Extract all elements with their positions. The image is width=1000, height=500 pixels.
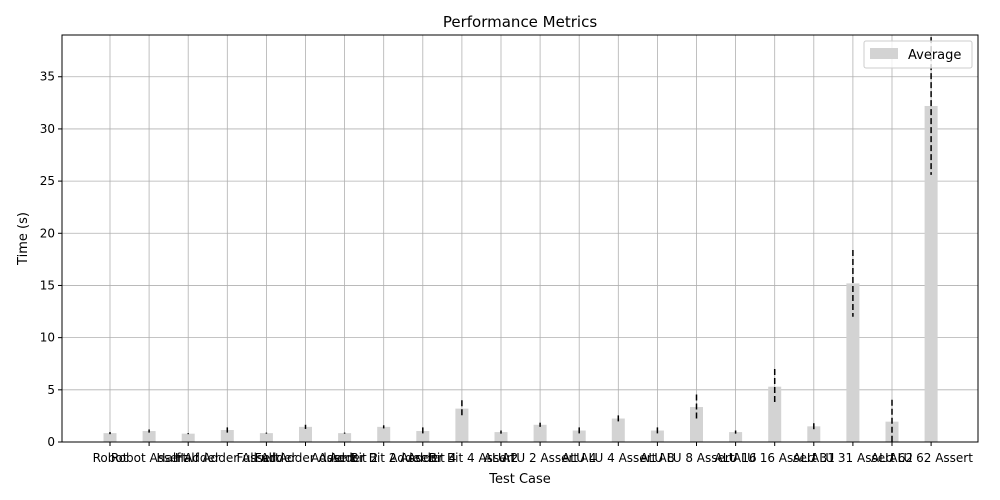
bar (924, 105, 938, 442)
bar (494, 432, 508, 442)
x-tick-label: ALU 62 (871, 451, 913, 465)
bar (650, 430, 664, 442)
bar (416, 431, 430, 442)
y-axis-ticks: 0 5 10 15 20 25 30 35 (40, 70, 62, 449)
x-tick-label: ALU 4 (562, 451, 597, 465)
bar (846, 283, 860, 442)
x-tick-label: ALU 2 (484, 451, 519, 465)
bar (259, 433, 273, 442)
x-tick-label: ALU 2 Assert (502, 451, 578, 465)
x-tick-label: Half Adder Assert (175, 451, 280, 465)
x-tick-label: Half Adder (157, 451, 220, 465)
x-tick-label: ALU 16 Assert (733, 451, 817, 465)
bar (299, 426, 312, 442)
y-tick-label: 15 (40, 278, 55, 292)
bar (690, 407, 703, 442)
x-tick-label: ALU 4 Assert (580, 451, 656, 465)
y-tick-label: 30 (40, 122, 55, 136)
x-tick-label: Full Adder Assert (255, 451, 357, 465)
x-tick-label: Adder Bit 4 (389, 451, 456, 465)
bar (103, 433, 117, 442)
bar (455, 408, 469, 442)
plot-frame (61, 34, 979, 443)
x-tick-label: ALU 31 Assert (811, 451, 895, 465)
x-tick-label: Adder Bit 2 Assert (329, 451, 438, 465)
x-tick-label: ALU 16 (715, 451, 757, 465)
y-axis-label: Time (s) (16, 212, 31, 266)
bar (377, 426, 391, 442)
y-tick-label: 10 (40, 331, 55, 345)
error-bars (109, 37, 932, 442)
x-tick-label: Adder Bit 2 (311, 451, 378, 465)
y-tick-label: 20 (40, 226, 55, 240)
legend-label: Average (908, 48, 961, 63)
legend-swatch (870, 48, 898, 59)
bar (611, 418, 625, 442)
bar (181, 433, 195, 442)
x-tick-label: ALU 8 Assert (658, 451, 734, 465)
x-tick-label: ALU 62 Assert (889, 451, 973, 465)
x-tick-label: Robot Assert (111, 451, 188, 465)
bar (807, 426, 821, 442)
x-tick-label: Full Adder (236, 451, 296, 465)
legend: Average (863, 40, 973, 69)
x-axis-label: Test Case (488, 472, 551, 487)
chart-title: Performance Metrics (443, 13, 597, 31)
grid (62, 35, 978, 443)
bar (220, 429, 234, 442)
x-tick-label: Robot (93, 451, 128, 465)
bar (338, 433, 352, 442)
legend-box (863, 40, 973, 69)
x-tick-label: ALU 8 (640, 451, 675, 465)
bars (103, 105, 938, 442)
y-tick-label: 25 (40, 174, 55, 188)
y-tick-label: 0 (47, 435, 55, 449)
bar (729, 432, 743, 442)
bar (768, 386, 782, 442)
y-tick-label: 5 (47, 383, 55, 397)
bar (142, 431, 156, 442)
x-tick-label: ALU 31 (793, 451, 835, 465)
bar (533, 424, 547, 442)
y-tick-label: 35 (40, 70, 55, 84)
x-tick-label: Adder Bit 4 Assert (408, 451, 517, 465)
bar (572, 430, 586, 442)
